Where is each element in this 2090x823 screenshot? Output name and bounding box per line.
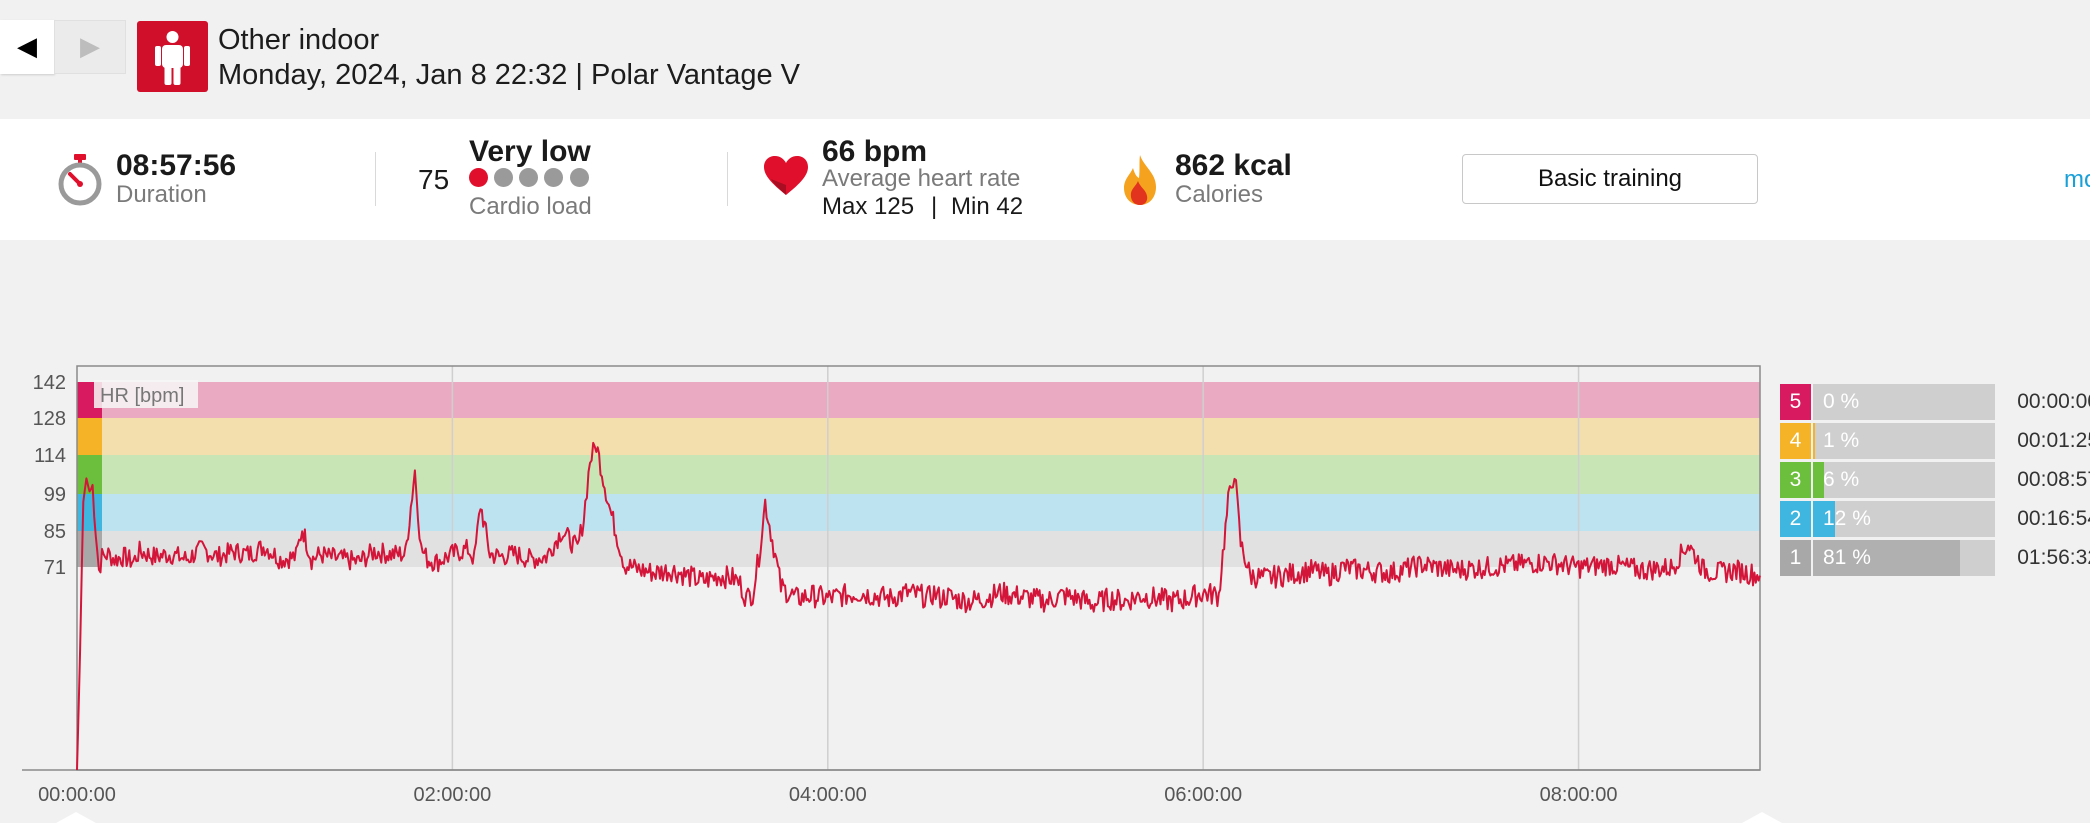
- zone-band-4: [77, 418, 1760, 455]
- load-dot: [494, 168, 513, 187]
- zone-number: 2: [1780, 501, 1811, 537]
- heart-rate-value: 66 bpm: [822, 135, 928, 168]
- zone-percent: 12 %: [1823, 507, 1871, 530]
- heart-rate-chart-svg: 142 128 114 99 85 71 00:00:00 02:00:00 04:00:00…: [22, 365, 1782, 823]
- zone-row-3: 3 6 % 00:08:57: [1780, 462, 2090, 498]
- zone-band-5: [77, 382, 1760, 418]
- zone-bar-fill: [1813, 462, 1824, 498]
- duration-value: 08:57:56: [116, 149, 237, 182]
- zone-bar-fill: [1813, 540, 1961, 576]
- y-axis-label: HR [bpm]: [100, 385, 184, 407]
- y-tick-label: 142: [33, 372, 66, 394]
- zone-percent: 81 %: [1823, 546, 1871, 569]
- zone-time: 01:56:32: [2017, 546, 2090, 569]
- zone-marker-2: [77, 494, 102, 531]
- zone-time: 00:00:00: [2017, 390, 2090, 413]
- zone-bar: 12 %: [1813, 501, 1995, 537]
- zone-number: 3: [1780, 462, 1811, 498]
- y-tick-label: 114: [34, 445, 66, 467]
- load-dot: [544, 168, 563, 187]
- cardio-load-number: 75: [418, 164, 450, 195]
- hr-series-line: [76, 441, 1761, 771]
- divider: [727, 152, 728, 206]
- x-tick-label: 00:00:00: [38, 784, 116, 806]
- zone-percent: 0 %: [1823, 390, 1860, 413]
- zone-row-2: 2 12 % 00:16:54: [1780, 501, 2090, 537]
- x-tick-label: 02:00:00: [413, 784, 491, 806]
- load-dot: [570, 168, 589, 187]
- back-button[interactable]: ◀: [0, 20, 54, 74]
- zone-time: 00:16:54: [2017, 507, 2090, 530]
- arrow-right-icon: ▶: [80, 32, 100, 62]
- zone-bar: 6 %: [1813, 462, 1995, 498]
- zone-percent: 6 %: [1823, 468, 1860, 491]
- zone-row-4: 4 1 % 00:01:25: [1780, 423, 2090, 459]
- zone-percent: 1 %: [1823, 429, 1860, 452]
- zone-marker-4: [77, 418, 102, 455]
- divider: [375, 152, 376, 206]
- zone-time: 00:08:57: [2017, 468, 2090, 491]
- ylabel-bg: [94, 380, 198, 408]
- more-link[interactable]: mo: [2064, 166, 2090, 193]
- forward-button[interactable]: ▶: [54, 20, 126, 74]
- y-tick-label: 128: [33, 408, 66, 430]
- zone-number: 5: [1780, 384, 1811, 420]
- heart-rate-chart[interactable]: 142 128 114 99 85 71 00:00:00 02:00:00 04:00:00…: [0, 350, 2090, 823]
- arrow-left-icon: ◀: [17, 32, 37, 62]
- zone-number: 1: [1780, 540, 1811, 576]
- person-standing-icon: [155, 31, 190, 85]
- x-tick-label: 08:00:00: [1540, 784, 1618, 806]
- load-dot: [519, 168, 538, 187]
- zone-bar: 0 %: [1813, 384, 1995, 420]
- zone-band-3: [77, 455, 1760, 494]
- calories-value: 862 kcal: [1175, 149, 1292, 182]
- heart-icon: [764, 156, 808, 195]
- heart-rate-min: Min 42: [951, 193, 1024, 220]
- heart-rate-max: Max 125: [822, 193, 915, 220]
- zone-bar-fill: [1813, 423, 1815, 459]
- duration-label: Duration: [116, 181, 207, 208]
- zone-row-5: 5 0 % 00:00:00: [1780, 384, 2090, 420]
- y-tick-label: 99: [44, 484, 66, 506]
- flame-icon: [1124, 155, 1156, 205]
- summary-bar: 08:57:56 Duration 75 Very low Cardio loa…: [0, 119, 2090, 240]
- zone-row-1: 1 81 % 01:56:32: [1780, 540, 2090, 576]
- heart-rate-label: Average heart rate: [822, 165, 1021, 192]
- x-tick-label: 06:00:00: [1164, 784, 1242, 806]
- basic-training-button[interactable]: Basic training: [1462, 154, 1758, 204]
- zone-number: 4: [1780, 423, 1811, 459]
- zone-band-2: [77, 494, 1760, 531]
- range-handle-left[interactable]: [56, 812, 96, 823]
- zone-bar: 1 %: [1813, 423, 1995, 459]
- y-tick-label: 85: [44, 521, 66, 543]
- cardio-load-level: Very low: [469, 135, 591, 168]
- page-title: Other indoor: [218, 24, 380, 56]
- zone-bar: 81 %: [1813, 540, 1995, 576]
- y-tick-label: 71: [44, 557, 66, 579]
- sport-tile: [137, 21, 208, 92]
- stopwatch-icon: [58, 154, 102, 206]
- calories-label: Calories: [1175, 181, 1264, 208]
- session-subtitle: Monday, 2024, Jan 8 22:32 | Polar Vantag…: [218, 59, 801, 91]
- cardio-load-label: Cardio load: [469, 193, 592, 220]
- load-dot: [469, 168, 488, 187]
- zone-time: 00:01:25: [2017, 429, 2090, 452]
- range-handle-right[interactable]: [1742, 812, 1782, 823]
- x-tick-label: 04:00:00: [789, 784, 867, 806]
- zone-bar-fill: [1813, 501, 1835, 537]
- heart-rate-separator: |: [931, 193, 938, 220]
